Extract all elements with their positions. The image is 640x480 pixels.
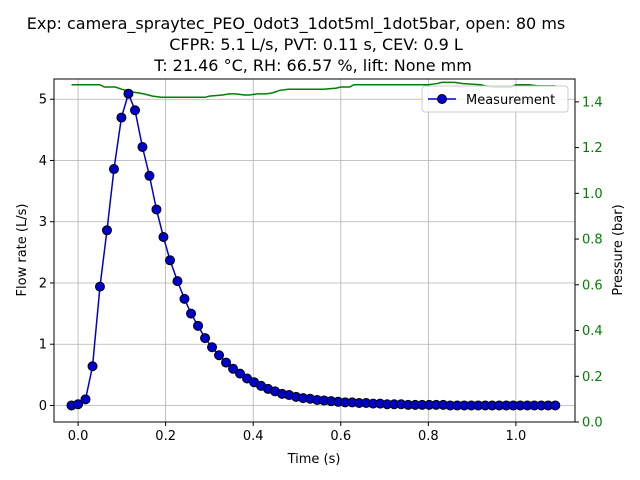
x-tick-label: 0.6 <box>330 429 351 444</box>
left-y-tick-label: 0 <box>39 399 47 414</box>
measurement-series <box>66 88 561 411</box>
left-y-tick-label: 5 <box>39 93 47 108</box>
right-y-axis-label: Pressure (bar) <box>611 204 626 295</box>
measurement-point <box>165 255 176 266</box>
left-y-axis-ticks: 0 1 2 3 4 5 <box>39 93 54 414</box>
legend-marker <box>437 94 447 104</box>
left-y-tick-label: 2 <box>39 276 47 291</box>
chart-title-line-2: CFPR: 5.1 L/s, PVT: 0.11 s, CEV: 0.9 L <box>169 35 463 54</box>
measurement-point <box>80 394 91 405</box>
pressure-series <box>71 81 556 99</box>
measurement-point <box>158 232 169 243</box>
measurement-point <box>130 105 140 116</box>
x-axis-label: Time (s) <box>287 452 341 467</box>
measurement-point <box>207 342 218 353</box>
measurement-point <box>214 350 225 361</box>
right-y-tick-label: 0.2 <box>582 370 603 385</box>
right-y-axis-ticks: 0.0 0.2 0.4 0.6 0.8 1.0 1.2 1.4 <box>575 95 603 431</box>
measurement-point <box>94 281 105 292</box>
x-tick-label: 0.8 <box>418 429 439 444</box>
plot-frame <box>53 78 576 423</box>
measurement-point <box>116 112 127 123</box>
measurement-point <box>235 368 246 379</box>
right-y-tick-label: 0.8 <box>582 233 603 248</box>
right-y-tick-label: 0.0 <box>582 416 603 431</box>
measurement-point <box>87 361 98 372</box>
right-y-tick-label: 1.0 <box>582 187 603 202</box>
left-y-axis-label: Flow rate (L/s) <box>15 204 30 297</box>
left-y-tick-label: 3 <box>39 215 47 230</box>
measurement-point <box>193 320 204 331</box>
legend-box <box>421 85 569 113</box>
measurement-point <box>228 363 239 374</box>
right-y-tick-label: 0.6 <box>582 278 603 293</box>
chart-title-line-3: T: 21.46 °C, RH: 66.57 %, lift: None mm <box>153 56 472 75</box>
x-tick-label: 0.2 <box>155 429 176 444</box>
chart-title-line-1: Exp: camera_spraytec_PEO_0dot3_1dot5ml_1… <box>27 14 565 34</box>
x-axis-ticks: 0.0 0.2 0.4 0.6 0.8 1.0 <box>68 422 527 444</box>
legend-label: Measurement <box>466 93 555 108</box>
x-tick-label: 0.0 <box>68 429 89 444</box>
measurement-point <box>101 225 112 236</box>
measurement-point <box>73 399 84 410</box>
measurement-point <box>179 293 190 304</box>
grid <box>54 79 575 422</box>
measurement-point <box>108 164 119 175</box>
right-y-tick-label: 1.2 <box>582 141 603 156</box>
measurement-point <box>186 308 197 319</box>
x-tick-label: 1.0 <box>506 429 527 444</box>
measurement-point <box>221 357 232 368</box>
measurement-point <box>172 276 183 287</box>
left-y-tick-label: 4 <box>39 154 47 169</box>
measurement-point <box>550 400 561 411</box>
measurement-point <box>137 141 148 152</box>
pressure-line <box>71 81 556 99</box>
right-y-tick-label: 0.4 <box>582 324 603 339</box>
measurement-point <box>151 204 162 215</box>
x-tick-label: 0.4 <box>243 429 264 444</box>
measurement-point <box>144 170 155 181</box>
right-y-tick-label: 1.4 <box>582 95 603 110</box>
measurement-point <box>123 88 134 99</box>
measurement-point <box>200 333 211 344</box>
left-y-tick-label: 1 <box>39 338 47 353</box>
legend: Measurement <box>421 85 569 113</box>
